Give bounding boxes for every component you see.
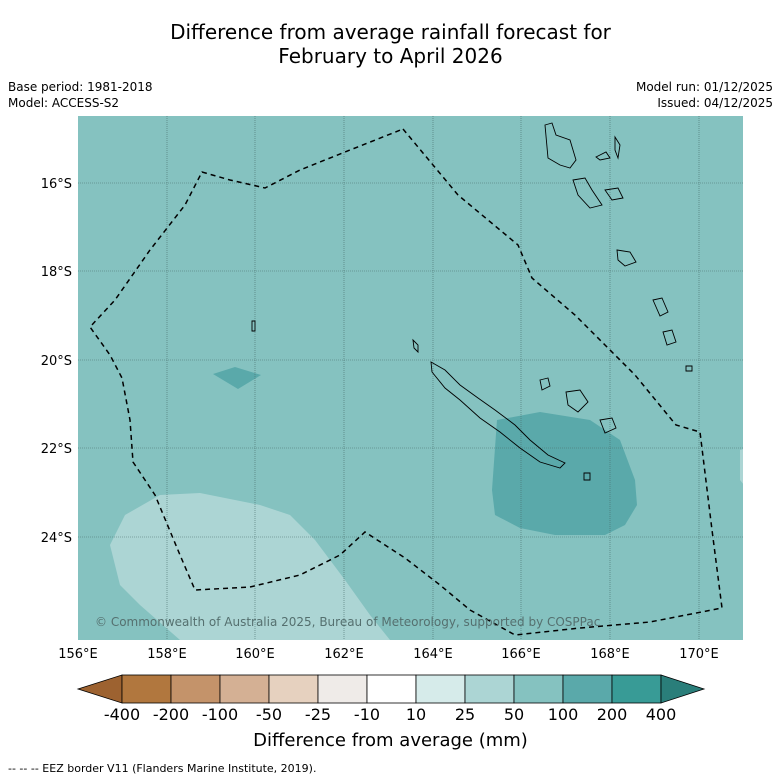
coastlines [251, 122, 693, 481]
latitude-labels: 16°S 18°S 20°S 22°S 24°S [41, 177, 72, 546]
new-caledonia-coast [430, 361, 566, 469]
lon-label: 156°E [58, 647, 98, 662]
lon-label: 160°E [235, 647, 275, 662]
lon-label: 164°E [413, 647, 453, 662]
model-name: Model: ACCESS-S2 [8, 96, 120, 110]
colorbar-tick-label: 200 [597, 705, 628, 724]
model-run: Model run: 01/12/2025 [635, 80, 773, 94]
colorbar-extend-high [660, 674, 706, 704]
colorbar-tick-label: -10 [354, 705, 380, 724]
lat-label: 24°S [41, 531, 72, 546]
efate-coast [616, 249, 637, 267]
erromango-coast [652, 297, 669, 317]
island-coast [685, 365, 693, 372]
lat-label: 18°S [41, 265, 72, 280]
island-coast [251, 320, 256, 332]
island-coast [412, 338, 419, 354]
colorbar-bin [611, 674, 662, 704]
drier-area-east-edge [740, 449, 743, 484]
colorbar-tick-label: 50 [504, 705, 524, 724]
colorbar-bin [317, 674, 368, 704]
lon-label: 170°E [679, 647, 719, 662]
wetter-area-west [213, 367, 261, 389]
colorbar-tick-label: -200 [153, 705, 189, 724]
eez-legend-note: -- -- -- EEZ border V11 (Flanders Marine… [8, 762, 317, 775]
colorbar [76, 674, 706, 704]
colorbar-bin [219, 674, 270, 704]
colorbar-extend-low [76, 674, 123, 704]
colorbar-bin [170, 674, 221, 704]
copyright-text: © Commonwealth of Australia 2025, Bureau… [95, 615, 600, 629]
lat-label: 16°S [41, 177, 72, 192]
colorbar-bin [464, 674, 515, 704]
colorbar-bin [415, 674, 466, 704]
colorbar-ticks: -400 -200 -100 -50 -25 -10 10 25 50 100 … [104, 705, 676, 724]
island-coast [614, 135, 621, 160]
colorbar-bin [513, 674, 564, 704]
title-line-1: Difference from average rainfall forecas… [170, 20, 611, 44]
colorbar-tick-label: 100 [548, 705, 579, 724]
lat-label: 20°S [41, 354, 72, 369]
colorbar-bin [121, 674, 172, 704]
base-period: Base period: 1981-2018 [8, 80, 153, 94]
wetter-area-new-caledonia [492, 412, 637, 535]
lon-label: 168°E [590, 647, 630, 662]
longitude-labels: 156°E 158°E 160°E 162°E 164°E 166°E 168°… [58, 647, 719, 662]
lon-label: 166°E [501, 647, 541, 662]
colorbar-bin [562, 674, 613, 704]
isle-of-pines-coast [583, 472, 591, 481]
island-coast [595, 151, 611, 161]
title-line-2: February to April 2026 [278, 44, 503, 68]
colorbar-tick-label: 25 [455, 705, 475, 724]
map-area: © Commonwealth of Australia 2025, Bureau… [78, 116, 743, 640]
drier-area-southwest [110, 493, 390, 640]
malekula-coast [572, 177, 603, 209]
issued-date: Issued: 04/12/2025 [657, 96, 773, 110]
lifou-coast [565, 389, 589, 413]
lat-label: 22°S [41, 442, 72, 457]
colorbar-tick-label: -50 [256, 705, 282, 724]
colorbar-tick-label: -25 [305, 705, 331, 724]
tanna-coast [662, 329, 677, 346]
lon-label: 158°E [147, 647, 187, 662]
colorbar-bin [366, 674, 417, 704]
colorbar-title: Difference from average (mm) [253, 730, 528, 751]
espiritu-santo-coast [544, 122, 577, 169]
lon-label: 162°E [324, 647, 364, 662]
gridlines [78, 116, 743, 640]
colorbar-tick-label: 400 [646, 705, 677, 724]
mare-coast [599, 417, 617, 434]
ouvea-coast [539, 377, 551, 391]
colorbar-tick-label: 10 [406, 705, 426, 724]
colorbar-bin [268, 674, 319, 704]
colorbar-tick-label: -100 [202, 705, 238, 724]
colorbar-tick-label: -400 [104, 705, 140, 724]
island-coast [604, 187, 624, 201]
eez-border [89, 128, 723, 636]
